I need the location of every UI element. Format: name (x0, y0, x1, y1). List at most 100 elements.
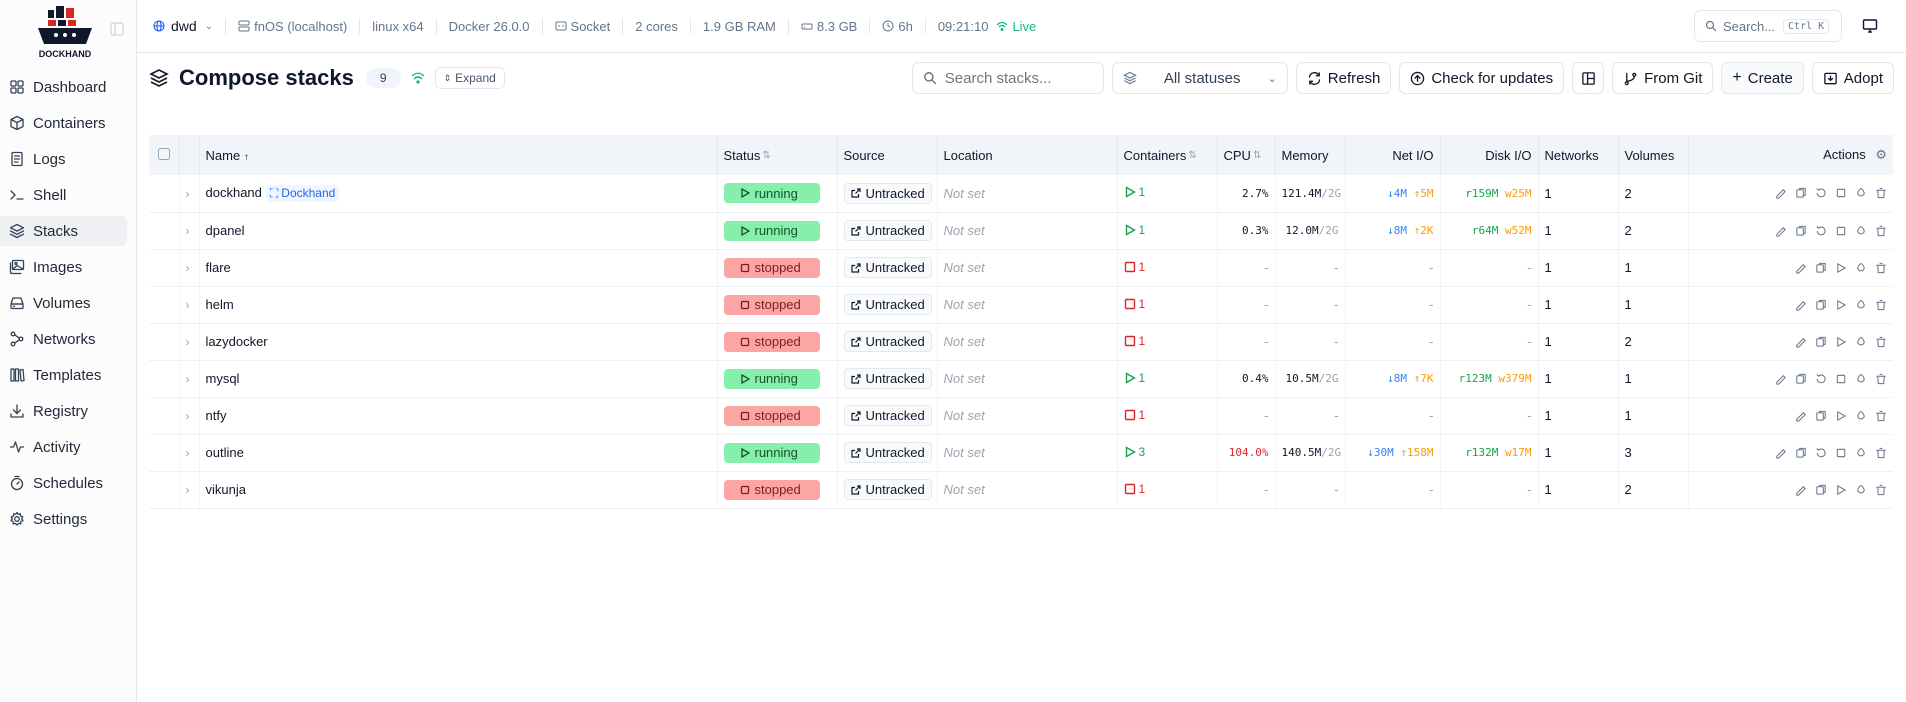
table-row[interactable]: › flare stopped Untracked Not set 1- - - -1 1 (149, 249, 1893, 286)
stop-icon[interactable] (1835, 187, 1847, 199)
dockhand-logo[interactable]: DOCKHAND (34, 4, 96, 60)
edit-icon[interactable] (1795, 410, 1807, 422)
table-row[interactable]: › helm stopped Untracked Not set 1- - - -1 1 (149, 286, 1893, 323)
sidebar-item-logs[interactable]: Logs (0, 144, 127, 174)
start-icon[interactable] (1835, 336, 1847, 348)
table-row[interactable]: › lazydocker stopped Untracked Not set 1- - - -1… (149, 323, 1893, 360)
view-files-icon[interactable] (1815, 299, 1827, 311)
edit-icon[interactable] (1795, 336, 1807, 348)
deploy-icon[interactable] (1855, 410, 1867, 422)
global-search-button[interactable]: Search... Ctrl K (1694, 10, 1842, 42)
name-cell[interactable]: dockhand ⛶ Dockhand (199, 175, 718, 212)
sidebar-item-registry[interactable]: Registry (0, 396, 127, 426)
containers-cell[interactable]: 1 (1117, 286, 1218, 323)
source-badge[interactable]: Untracked (843, 182, 932, 204)
refresh-button[interactable]: Refresh (1295, 62, 1392, 94)
expand-row-button[interactable]: › (179, 175, 200, 212)
status-filter-select[interactable]: All statuses ⌄ (1111, 62, 1288, 94)
name-cell[interactable]: helm (199, 286, 718, 323)
sidebar-collapse-icon[interactable] (110, 22, 124, 36)
view-files-icon[interactable] (1795, 225, 1807, 237)
table-row[interactable]: › vikunja stopped Untracked Not set 1- - - -1 2 (149, 471, 1893, 508)
edit-icon[interactable] (1795, 484, 1807, 496)
expand-row-button[interactable]: › (179, 212, 200, 249)
name-cell[interactable]: vikunja (199, 471, 718, 508)
deploy-icon[interactable] (1855, 187, 1867, 199)
deploy-icon[interactable] (1855, 373, 1867, 385)
select-all-checkbox[interactable] (149, 135, 180, 175)
view-files-icon[interactable] (1815, 262, 1827, 274)
restart-icon[interactable] (1815, 225, 1827, 237)
sidebar-item-containers[interactable]: Containers (0, 108, 127, 138)
trash-icon[interactable] (1875, 447, 1887, 459)
containers-cell[interactable]: 1 (1117, 360, 1218, 397)
deploy-icon[interactable] (1855, 225, 1867, 237)
table-row[interactable]: › mysql running Untracked Not set 1 0.4% 10.5M/… (149, 360, 1893, 397)
containers-cell[interactable]: 1 (1117, 397, 1218, 434)
sidebar-item-templates[interactable]: Templates (0, 360, 127, 390)
sidebar-item-shell[interactable]: Shell (0, 180, 127, 210)
column-header-cpu[interactable]: CPU ⇅ (1217, 135, 1276, 175)
trash-icon[interactable] (1875, 262, 1887, 274)
source-badge[interactable]: Untracked (843, 479, 932, 500)
restart-icon[interactable] (1815, 187, 1827, 199)
trash-icon[interactable] (1875, 187, 1887, 199)
start-icon[interactable] (1835, 410, 1847, 422)
containers-cell[interactable]: 1 (1117, 175, 1218, 212)
containers-cell[interactable]: 1 (1117, 323, 1218, 360)
source-badge[interactable]: Untracked (843, 257, 932, 278)
deploy-icon[interactable] (1855, 484, 1867, 496)
name-cell[interactable]: mysql (199, 360, 718, 397)
layout-toggle-button[interactable] (1572, 62, 1605, 94)
edit-icon[interactable] (1775, 187, 1787, 199)
column-header-containers[interactable]: Containers ⇅ (1117, 135, 1218, 175)
sidebar-item-volumes[interactable]: Volumes (0, 288, 127, 318)
environment-selector[interactable]: dwd ⌄ (153, 18, 213, 34)
trash-icon[interactable] (1875, 484, 1887, 496)
trash-icon[interactable] (1875, 225, 1887, 237)
source-badge[interactable]: Untracked (843, 220, 932, 241)
containers-cell[interactable]: 1 (1117, 249, 1218, 286)
name-cell[interactable]: lazydocker (199, 323, 718, 360)
expand-row-button[interactable]: › (179, 286, 200, 323)
deploy-icon[interactable] (1855, 336, 1867, 348)
monitor-icon[interactable] (1862, 18, 1878, 34)
stop-icon[interactable] (1835, 225, 1847, 237)
name-cell[interactable]: dpanel (199, 212, 718, 249)
from-git-button[interactable]: From Git (1612, 62, 1714, 94)
source-badge[interactable]: Untracked (843, 405, 932, 426)
trash-icon[interactable] (1875, 336, 1887, 348)
expand-row-button[interactable]: › (179, 434, 200, 471)
name-cell[interactable]: flare (199, 249, 718, 286)
containers-cell[interactable]: 1 (1117, 212, 1218, 249)
expand-row-button[interactable]: › (179, 360, 200, 397)
adopt-button[interactable]: Adopt (1811, 62, 1894, 94)
stack-search-input[interactable] (944, 69, 1095, 87)
containers-cell[interactable]: 1 (1117, 471, 1218, 508)
check-updates-button[interactable]: Check for updates (1399, 62, 1565, 94)
edit-icon[interactable] (1795, 299, 1807, 311)
sidebar-item-schedules[interactable]: Schedules (0, 468, 127, 498)
sidebar-item-images[interactable]: Images (0, 252, 127, 282)
sidebar-item-settings[interactable]: Settings (0, 504, 127, 534)
deploy-icon[interactable] (1855, 299, 1867, 311)
edit-icon[interactable] (1775, 225, 1787, 237)
create-button[interactable]: + Create (1721, 62, 1804, 94)
restart-icon[interactable] (1815, 447, 1827, 459)
view-files-icon[interactable] (1815, 410, 1827, 422)
source-badge[interactable]: Untracked (843, 294, 932, 315)
deploy-icon[interactable] (1855, 447, 1867, 459)
sidebar-item-activity[interactable]: Activity (0, 432, 127, 462)
deploy-icon[interactable] (1855, 262, 1867, 274)
start-icon[interactable] (1835, 262, 1847, 274)
table-row[interactable]: › dpanel running Untracked Not set 1 0.3% 12.0M… (149, 212, 1893, 249)
view-files-icon[interactable] (1795, 187, 1807, 199)
stack-search[interactable] (911, 62, 1104, 94)
expand-row-button[interactable]: › (179, 471, 200, 508)
view-files-icon[interactable] (1815, 484, 1827, 496)
column-header-name[interactable]: Name ↑ (199, 135, 718, 175)
expand-button[interactable]: ⇕ Expand (434, 67, 505, 89)
source-badge[interactable]: Untracked (843, 442, 932, 463)
column-header-status[interactable]: Status ⇅ (717, 135, 838, 175)
sidebar-item-dashboard[interactable]: Dashboard (0, 72, 127, 102)
